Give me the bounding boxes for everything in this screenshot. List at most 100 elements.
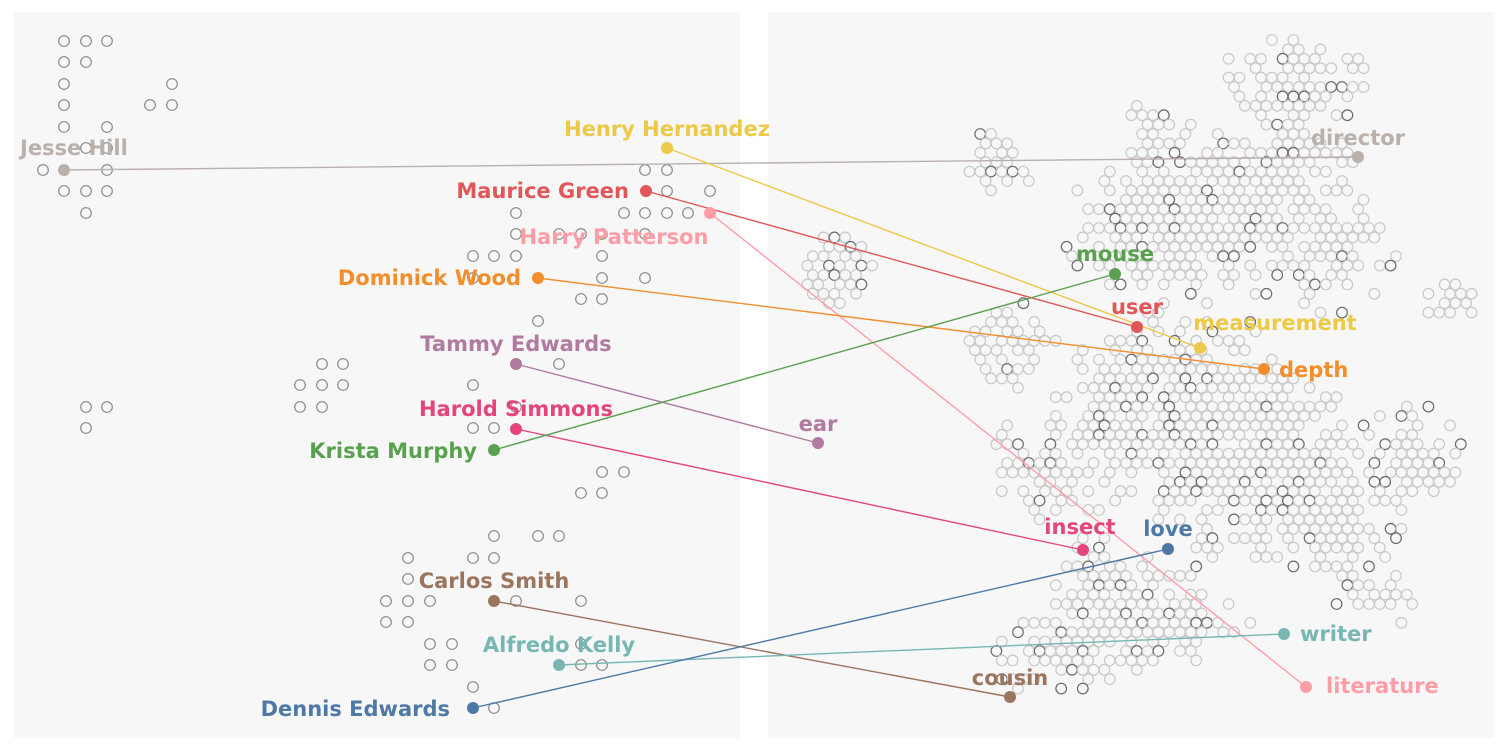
person-point (80, 401, 92, 413)
person-highlight-point[interactable] (553, 659, 565, 671)
word-point (1341, 240, 1354, 253)
word-point (1163, 400, 1176, 413)
person-point (553, 358, 565, 370)
person-highlight-point[interactable] (488, 444, 500, 456)
word-label: measurement (1193, 311, 1356, 335)
word-point (1184, 645, 1197, 657)
word-highlight-point[interactable] (812, 437, 824, 449)
person-point (596, 228, 608, 240)
word-highlight-point[interactable] (1194, 342, 1206, 354)
word-point (1341, 278, 1354, 291)
word-highlight-point[interactable] (1131, 321, 1143, 333)
person-point (101, 142, 113, 154)
person-label: Tammy Edwards (420, 332, 611, 356)
word-point (1157, 447, 1170, 460)
word-point (855, 278, 868, 291)
word-point (1093, 353, 1105, 366)
person-point (80, 185, 92, 197)
word-highlight-point[interactable] (1258, 363, 1270, 375)
person-point (510, 207, 522, 219)
word-point (1309, 410, 1321, 422)
person-point (488, 530, 500, 542)
word-point (1233, 428, 1246, 441)
word-point (1012, 438, 1024, 451)
word-point (1228, 250, 1240, 263)
word-point (1174, 137, 1186, 150)
link-line (493, 273, 1116, 451)
word-point (1330, 598, 1343, 610)
word-point (1373, 222, 1386, 234)
word-point (1249, 325, 1262, 338)
word-point (1330, 428, 1343, 441)
word-point (1357, 212, 1370, 225)
word-point (1390, 250, 1402, 263)
word-point (1211, 541, 1224, 554)
word-point (1422, 287, 1435, 300)
person-highlight-point[interactable] (467, 702, 479, 714)
word-point (828, 287, 841, 300)
word-point (1373, 541, 1386, 554)
person-point (575, 293, 587, 305)
word-point (1184, 118, 1197, 131)
word-highlight-point[interactable] (1352, 151, 1364, 163)
word-point (1325, 400, 1338, 413)
person-highlight-point[interactable] (532, 272, 544, 284)
word-highlight-point[interactable] (1077, 544, 1089, 556)
word-point (1368, 231, 1381, 244)
word-point (1298, 109, 1311, 122)
word-point (1433, 438, 1446, 451)
word-point (1201, 297, 1213, 310)
person-highlight-point[interactable] (661, 142, 673, 154)
word-point (979, 325, 992, 338)
person-highlight-point[interactable] (510, 423, 522, 435)
word-point (850, 250, 862, 263)
word-point (1384, 259, 1397, 272)
word-point (1098, 475, 1111, 488)
word-point (1114, 560, 1127, 573)
word-highlight-point[interactable] (1278, 628, 1290, 640)
word-point (1195, 588, 1208, 601)
person-label: Maurice Green (456, 179, 629, 203)
word-point (1017, 485, 1030, 498)
person-point (467, 681, 479, 693)
word-label: mouse (1076, 242, 1154, 266)
word-point (1017, 447, 1030, 460)
person-highlight-point[interactable] (510, 358, 522, 370)
person-highlight-point[interactable] (58, 164, 70, 176)
person-point (101, 401, 113, 413)
word-highlight-point[interactable] (1004, 691, 1016, 703)
word-point (1076, 682, 1089, 695)
word-point (1325, 212, 1338, 225)
word-point (1179, 372, 1192, 385)
word-point (1163, 588, 1176, 601)
word-point (1055, 682, 1068, 695)
word-point (1319, 165, 1332, 178)
word-point (1012, 682, 1024, 695)
word-point (1098, 551, 1111, 563)
word-highlight-point[interactable] (1109, 268, 1121, 280)
person-highlight-point[interactable] (640, 185, 652, 197)
person-point (596, 250, 608, 262)
person-point (58, 56, 70, 68)
word-point (1336, 457, 1348, 469)
word-point (1206, 532, 1219, 545)
word-highlight-point[interactable] (1162, 543, 1174, 555)
word-point (1363, 466, 1375, 479)
word-highlight-point[interactable] (1300, 681, 1312, 693)
word-point (1444, 306, 1456, 319)
word-point (1098, 175, 1111, 187)
word-point (1265, 203, 1278, 216)
person-point (144, 99, 156, 111)
person-highlight-point[interactable] (704, 207, 716, 219)
word-point (1336, 306, 1348, 319)
word-point (1287, 541, 1300, 554)
person-label: Jesse Hill (18, 136, 128, 160)
word-point (1363, 428, 1375, 441)
word-point (1260, 532, 1273, 545)
person-highlight-point[interactable] (488, 595, 500, 607)
person-point (575, 595, 587, 607)
word-point (1103, 466, 1116, 479)
person-point (510, 595, 522, 607)
word-point (801, 259, 814, 272)
person-point (380, 595, 392, 607)
